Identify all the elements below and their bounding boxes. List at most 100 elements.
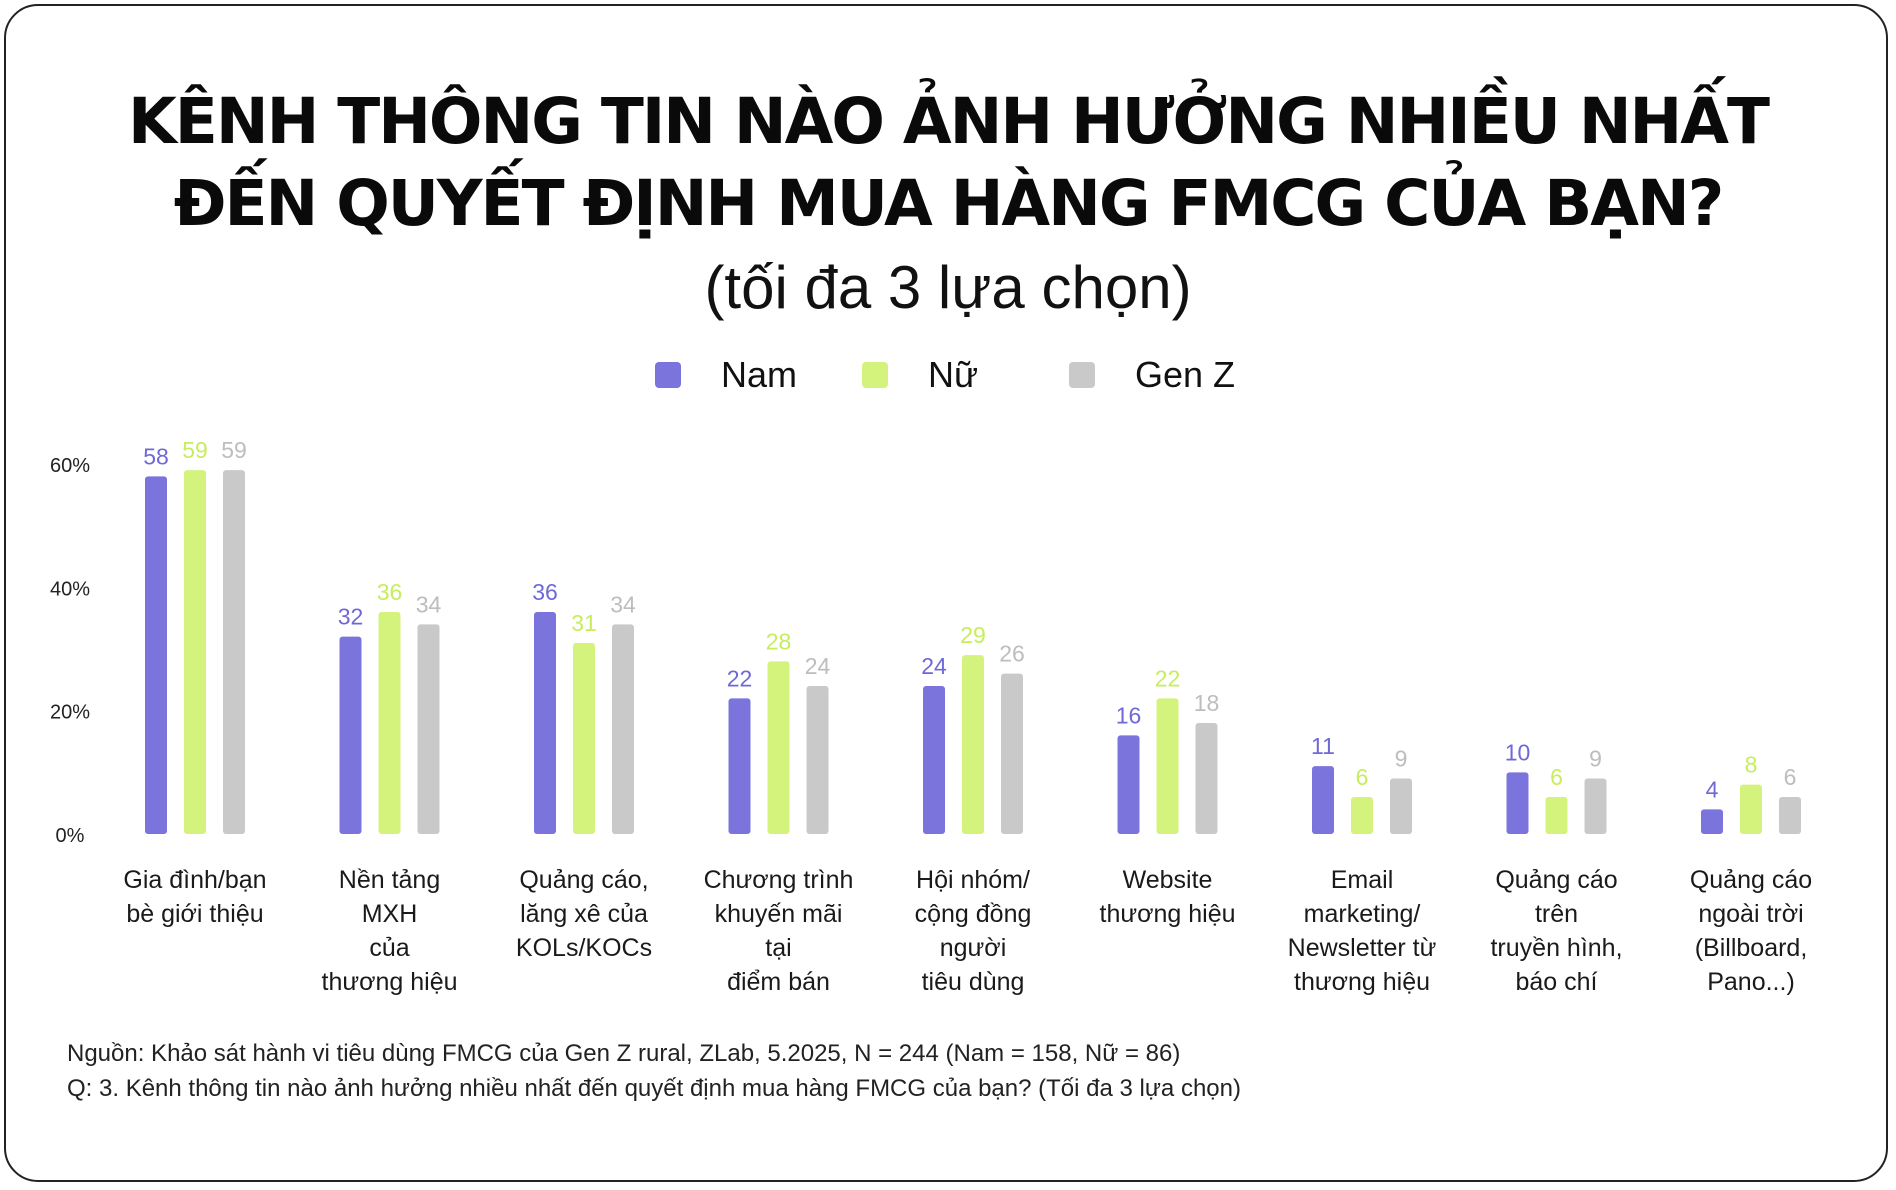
x-category-label: Quảng cáo <box>1690 866 1812 894</box>
source-note: Nguồn: Khảo sát hành vi tiêu dùng FMCG c… <box>67 1040 1181 1067</box>
data-label: 8 <box>1745 752 1758 778</box>
bar-gen-z <box>1195 723 1218 834</box>
bar-nam <box>1312 766 1334 834</box>
data-label: 10 <box>1505 739 1531 765</box>
legend-label-nam: Nam <box>721 354 798 395</box>
x-category-label: KOLs/KOCs <box>516 934 652 962</box>
x-category-label: tại <box>765 934 791 962</box>
data-label: 9 <box>1589 746 1602 772</box>
x-category-label: thương hiệu <box>322 968 458 996</box>
legend-swatch-nu <box>862 362 888 388</box>
x-category-label: Gia đình/bạn <box>123 866 266 894</box>
legend-item-genz: Gen Z <box>1069 350 1235 400</box>
legend-swatch-genz <box>1069 362 1095 388</box>
data-label: 22 <box>727 665 753 691</box>
x-category-label: của <box>369 934 409 962</box>
y-tick-label: 60% <box>50 455 90 477</box>
data-label: 6 <box>1356 764 1369 790</box>
legend-swatch-nam <box>655 362 681 388</box>
x-category-label: trên <box>1535 900 1578 928</box>
y-tick-label: 40% <box>50 578 90 600</box>
chart-card <box>4 4 1888 1182</box>
bar-nữ <box>767 661 790 834</box>
data-label: 24 <box>805 653 831 679</box>
x-category-label: thương hiệu <box>1294 968 1430 996</box>
x-category-label: Pano...) <box>1707 968 1795 996</box>
x-category-label: MXH <box>362 900 418 928</box>
data-label: 6 <box>1550 764 1563 790</box>
bar-nam <box>923 686 945 834</box>
data-label: 6 <box>1784 764 1797 790</box>
data-label: 31 <box>571 610 597 636</box>
legend-item-nu: Nữ <box>862 350 978 400</box>
x-category-label: marketing/ <box>1304 900 1421 928</box>
bar-nữ <box>1740 784 1762 834</box>
y-tick-label: 0% <box>56 825 85 847</box>
bar-gen-z <box>806 686 829 834</box>
data-label: 9 <box>1395 746 1408 772</box>
x-category-label: Nền tảng <box>339 866 440 894</box>
data-label: 34 <box>610 591 636 617</box>
bar-nam <box>1701 809 1723 834</box>
bar-nam <box>534 612 556 834</box>
x-category-label: Quảng cáo, <box>519 866 648 894</box>
bar-gen-z <box>612 624 634 834</box>
data-label: 59 <box>182 437 208 463</box>
data-label: 4 <box>1706 776 1719 802</box>
bar-nữ <box>1545 797 1568 834</box>
data-label: 16 <box>1116 702 1142 728</box>
x-category-label: ngoài trời <box>1698 900 1803 928</box>
x-category-label: Email <box>1331 866 1394 894</box>
legend: Nam Nữ Gen Z <box>0 350 1896 400</box>
data-label: 18 <box>1194 690 1220 716</box>
x-category-label: Website <box>1123 866 1213 894</box>
bar-gen-z <box>417 624 440 834</box>
x-category-label: khuyến mãi <box>715 900 843 928</box>
bar-gen-z <box>1779 797 1801 834</box>
x-category-label: thương hiệu <box>1100 900 1236 928</box>
legend-label-genz: Gen Z <box>1135 354 1236 395</box>
legend-label-nu: Nữ <box>928 354 979 395</box>
y-tick-label: 20% <box>50 702 90 724</box>
bar-gen-z <box>1584 778 1607 834</box>
x-category-label: bè giới thiệu <box>126 900 263 928</box>
x-category-label: cộng đồng <box>915 900 1032 928</box>
bar-nữ <box>378 612 401 834</box>
data-label: 32 <box>338 604 364 630</box>
data-label: 34 <box>416 591 442 617</box>
data-label: 26 <box>999 641 1025 667</box>
x-category-label: báo chí <box>1515 968 1597 996</box>
bar-nam <box>1117 735 1140 834</box>
bar-nữ <box>573 642 595 834</box>
x-category-label: Hội nhóm/ <box>916 866 1030 894</box>
bar-gen-z <box>1390 778 1412 834</box>
x-category-label: truyền hình, <box>1490 934 1622 962</box>
bar-nữ <box>1156 698 1179 834</box>
x-category-label: lăng xê của <box>520 900 648 928</box>
x-category-label: người <box>940 934 1007 962</box>
x-category-label: tiêu dùng <box>922 968 1025 996</box>
data-label: 28 <box>766 628 792 654</box>
bar-gen-z <box>1001 673 1023 834</box>
data-label: 36 <box>377 579 403 605</box>
question-note: Q: 3. Kênh thông tin nào ảnh hưởng nhiều… <box>67 1075 1241 1102</box>
bar-nữ <box>184 470 206 834</box>
data-label: 24 <box>921 653 947 679</box>
chart-subtitle: (tối đa 3 lựa chọn) <box>704 254 1192 321</box>
x-category-label: (Billboard, <box>1695 934 1808 962</box>
chart-title-line-1: KÊNH THÔNG TIN NÀO ẢNH HƯỞNG NHIỀU NHẤT <box>127 85 1770 158</box>
bar-nam <box>728 698 751 834</box>
x-category-label: Newsletter từ <box>1288 934 1437 962</box>
bar-nữ <box>962 655 984 834</box>
x-category-label: điểm bán <box>727 968 830 996</box>
x-category-label: Quảng cáo <box>1495 866 1617 894</box>
data-label: 58 <box>143 443 169 469</box>
bar-nam <box>1506 772 1529 834</box>
data-label: 22 <box>1155 665 1181 691</box>
data-label: 29 <box>960 622 986 648</box>
bar-nam <box>339 636 362 834</box>
bar-nam <box>145 476 167 834</box>
bar-gen-z <box>223 470 245 834</box>
data-label: 11 <box>1311 733 1335 759</box>
